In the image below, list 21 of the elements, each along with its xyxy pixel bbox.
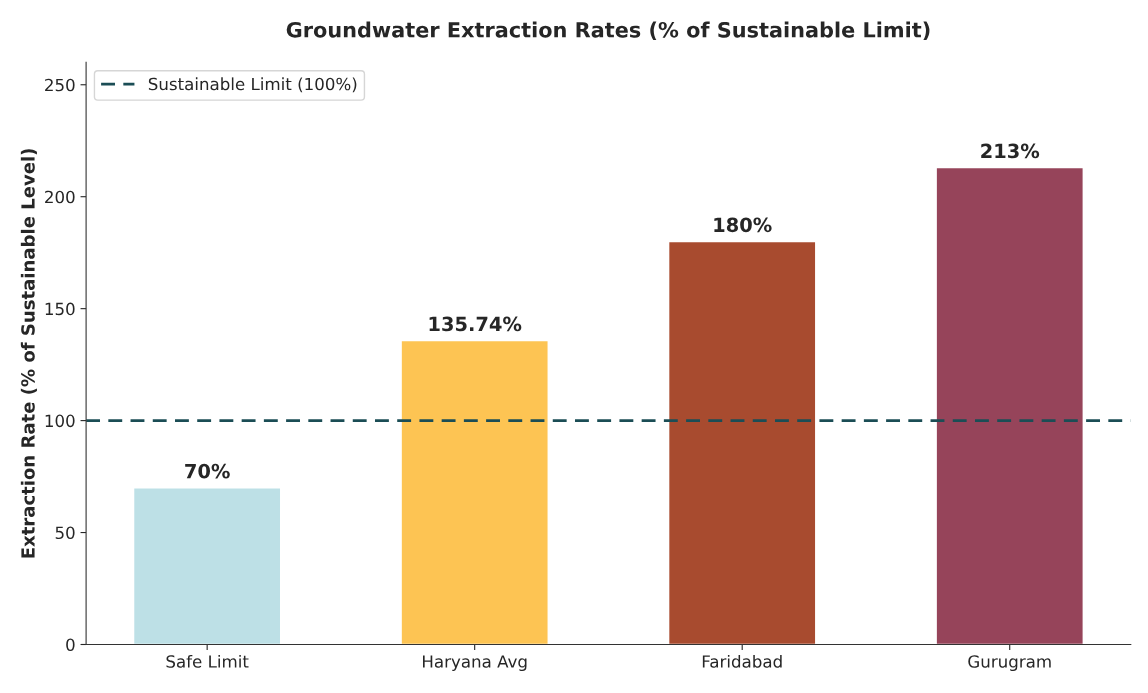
data-label: 135.74% <box>429 316 522 332</box>
chart-title: Groundwater Extraction Rates (% of Sustainable Limit) <box>286 21 930 41</box>
bar <box>132 487 282 645</box>
data-label: 213% <box>981 143 1040 159</box>
bar <box>935 166 1084 645</box>
y-axis-title: Extraction Rate (% of Sustainable Level) <box>20 149 37 558</box>
x-tick-label: Safe Limit <box>166 654 249 668</box>
x-tick-label: Faridabad <box>702 654 782 668</box>
y-tick-label: 100 <box>45 414 75 428</box>
data-label: 180% <box>714 217 772 233</box>
y-tick-label: 150 <box>45 302 75 316</box>
y-tick-label: 0 <box>66 638 75 652</box>
y-tick-label: 200 <box>45 190 75 204</box>
bar <box>400 339 549 645</box>
data-label: 70% <box>185 463 230 479</box>
x-tick-label: Haryana Avg <box>423 655 527 672</box>
y-tick-label: 50 <box>55 526 75 540</box>
y-tick-label: 250 <box>45 78 75 92</box>
x-tick-label: Gurugram <box>968 655 1051 672</box>
bar <box>667 240 817 645</box>
legend-label: Sustainable Limit (100%) <box>148 77 357 93</box>
